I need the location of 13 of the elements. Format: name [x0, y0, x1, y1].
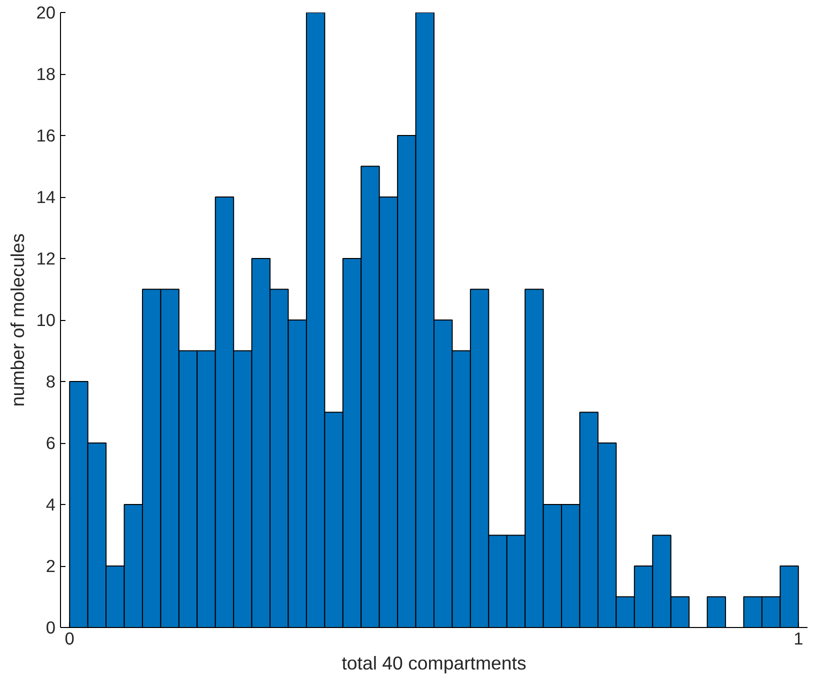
y-tick-label: 20 [36, 2, 56, 22]
y-tick-label: 2 [46, 556, 56, 576]
y-tick-label: 10 [36, 310, 56, 330]
y-tick-label: 6 [46, 433, 56, 453]
x-axis-title: total 40 compartments [342, 652, 526, 674]
y-axis-title: number of molecules [7, 233, 28, 407]
y-tick-label: 14 [36, 187, 56, 207]
y-tick-label: 8 [46, 372, 56, 392]
y-tick-label: 4 [46, 494, 56, 514]
y-tick-label: 16 [36, 126, 56, 146]
y-tick-label: 18 [36, 64, 56, 84]
x-tick-label: 1 [794, 628, 804, 648]
y-tick-label: 12 [36, 248, 56, 268]
